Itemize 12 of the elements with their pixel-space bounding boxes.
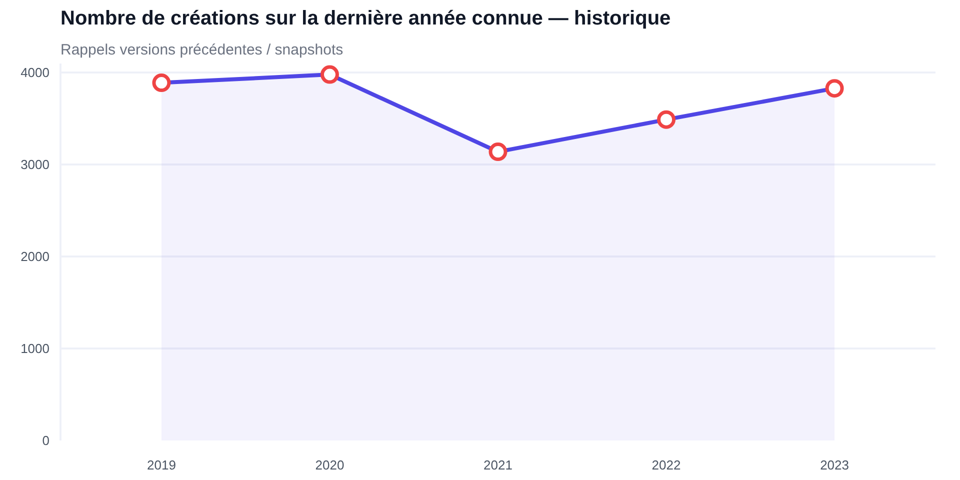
x-tick-label: 2019 — [147, 458, 176, 472]
x-tick-label: 2020 — [315, 458, 344, 472]
y-tick-label: 2000 — [20, 249, 50, 264]
chart-title: Nombre de créations sur la dernière année connue — historique — [60, 8, 671, 30]
x-tick-label: 2023 — [820, 458, 849, 472]
y-tick-label: 0 — [42, 433, 50, 448]
x-tick-label: 2021 — [484, 458, 512, 472]
y-tick-label: 4000 — [20, 65, 50, 80]
chart-subtitle: Rappels versions précédentes / snapshots — [60, 42, 344, 58]
y-tick-label: 3000 — [20, 157, 50, 172]
x-tick-label: 2022 — [652, 458, 681, 472]
y-tick-label: 1000 — [20, 341, 50, 356]
